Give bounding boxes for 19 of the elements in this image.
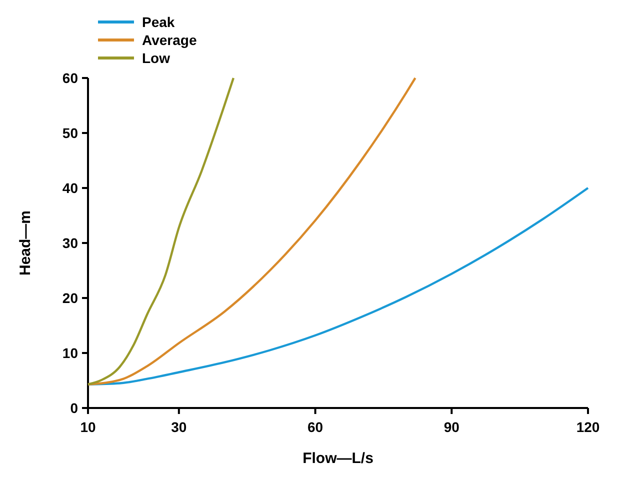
x-tick-label: 30 <box>171 419 187 435</box>
line-series <box>86 76 235 386</box>
x-tick-label: 90 <box>444 419 460 435</box>
y-tick-label: 10 <box>62 344 78 361</box>
legend-label: Average <box>142 32 197 48</box>
line-series <box>86 76 416 386</box>
x-tick-label: 60 <box>307 419 324 435</box>
y-tick-label: 20 <box>62 290 78 306</box>
legend-label: Peak <box>142 14 175 30</box>
y-axis-title: Head—m <box>17 210 34 276</box>
y-tick-label: 0 <box>70 400 78 416</box>
x-axis-title: Flow—L/s <box>302 450 374 467</box>
y-tick-label: 30 <box>62 234 78 251</box>
y-tick-label: 50 <box>62 124 78 141</box>
y-tick-label: 60 <box>62 70 78 86</box>
x-tick-label: 10 <box>80 419 96 435</box>
x-tick-label: 120 <box>576 419 600 435</box>
y-tick-label: 40 <box>62 180 78 196</box>
legend-label: Low <box>142 50 170 66</box>
